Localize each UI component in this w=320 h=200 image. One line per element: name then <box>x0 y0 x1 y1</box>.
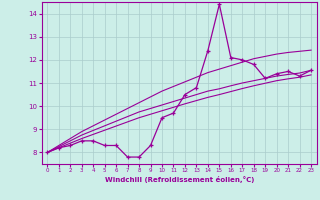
X-axis label: Windchill (Refroidissement éolien,°C): Windchill (Refroidissement éolien,°C) <box>105 176 254 183</box>
